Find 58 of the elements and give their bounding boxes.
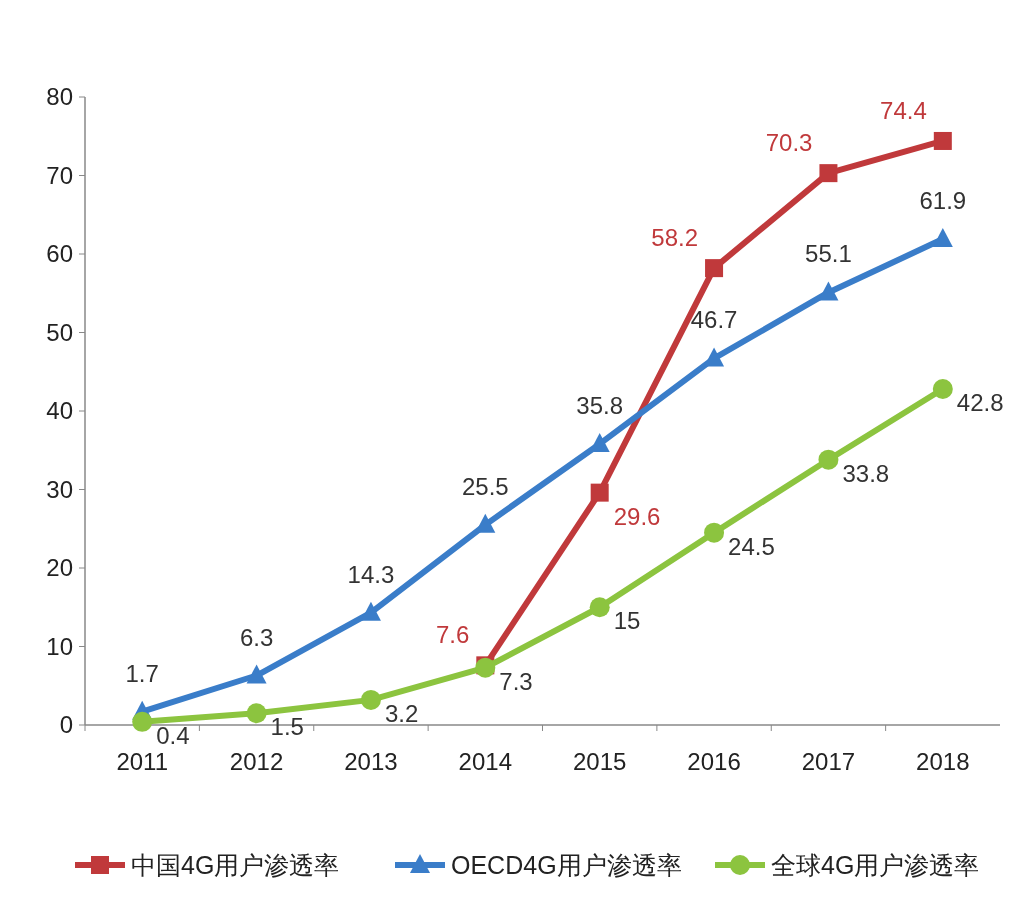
data-label: 1.7 [125,659,159,687]
data-label: 61.9 [919,187,967,215]
data-label: 25.5 [461,472,509,500]
point [818,449,839,470]
data-label: 35.8 [576,391,624,419]
point [819,164,838,183]
data-label: 1.5 [270,713,304,741]
data-label: 42.8 [956,389,1004,417]
data-label: 74.4 [880,96,927,124]
y-tick-label: 50 [46,318,73,346]
x-tick-label: 2018 [916,748,970,775]
y-tick-label: 30 [46,475,73,503]
point [818,281,839,301]
point [246,703,267,724]
y-tick-label: 10 [46,632,73,660]
point [933,131,952,150]
data-label: 70.3 [765,129,813,157]
data-label: 14.3 [347,560,395,588]
point [475,513,496,533]
x-tick-label: 2012 [229,748,284,775]
point [589,597,610,618]
data-label: 3.2 [384,699,419,727]
point [704,347,725,367]
legend-label: OECD4G用户渗透率 [451,851,682,879]
point [705,259,724,278]
y-tick-label: 80 [46,83,73,110]
point [932,379,953,400]
y-tick-label: 60 [46,240,73,267]
x-tick-label: 2017 [801,748,856,775]
data-label: 46.7 [690,306,738,334]
x-tick-label: 2013 [344,748,398,775]
data-label: 24.5 [728,532,775,560]
x-tick-label: 2016 [687,748,741,775]
point [704,522,725,543]
data-label: 33.8 [842,459,890,487]
point [360,601,381,621]
point [132,711,153,732]
y-tick-label: 20 [46,554,73,581]
point [360,689,381,710]
legend-label: 中国4G用户渗透率 [131,851,340,879]
data-label: 6.3 [239,623,274,651]
y-tick-label: 0 [59,711,73,738]
data-label: 7.3 [499,667,533,695]
data-label: 0.4 [156,721,190,749]
x-tick-label: 2014 [458,748,513,775]
point [590,483,609,502]
data-label: 58.2 [651,224,699,252]
data-label: 15 [613,607,641,635]
x-tick-label: 2011 [116,748,168,775]
data-label: 55.1 [805,240,852,268]
data-label: 29.6 [613,502,661,530]
point [932,228,953,248]
y-tick-label: 70 [46,161,73,189]
point [246,664,267,684]
legend-label: 全球4G用户渗透率 [771,851,980,879]
y-tick-label: 40 [46,397,73,424]
data-label: 7.6 [435,621,470,649]
x-tick-label: 2015 [572,748,627,775]
